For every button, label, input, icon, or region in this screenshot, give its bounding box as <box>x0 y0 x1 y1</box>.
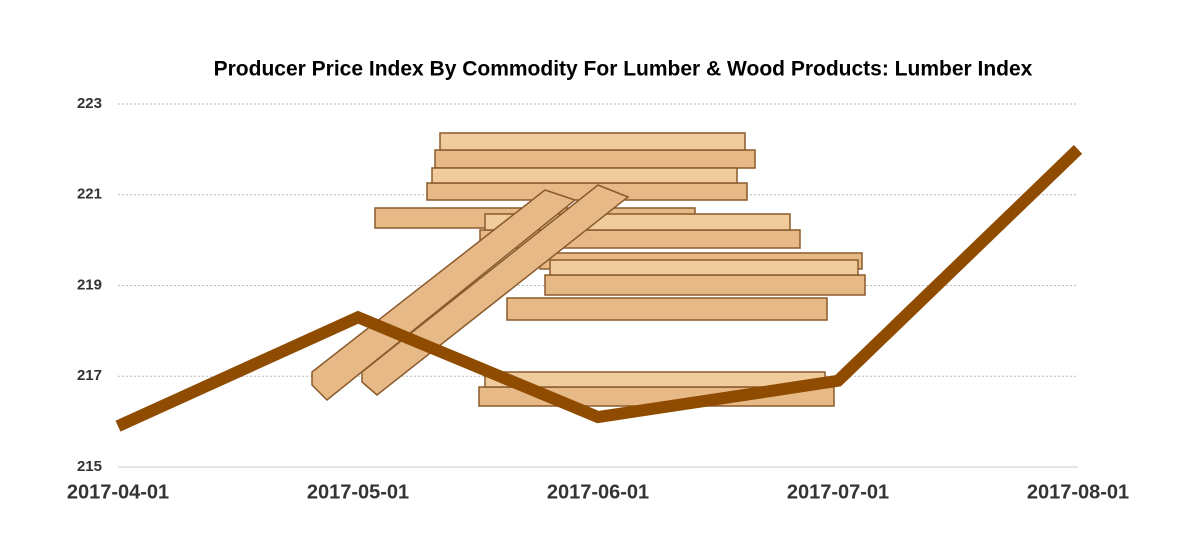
plank <box>439 132 746 151</box>
plank <box>506 297 828 321</box>
y-tick-label: 217 <box>77 367 102 384</box>
y-tick-label: 219 <box>77 276 102 293</box>
x-tick-label: 2017-07-01 <box>787 481 889 503</box>
chart-title: Producer Price Index By Commodity For Lu… <box>214 58 1033 81</box>
plank <box>544 274 866 296</box>
y-tick-label: 221 <box>77 186 102 203</box>
x-tick-label: 2017-05-01 <box>307 481 409 503</box>
data-line <box>115 145 1083 432</box>
plank <box>431 167 738 184</box>
x-tick-label: 2017-06-01 <box>547 481 649 503</box>
x-tick-label: 2017-04-01 <box>67 481 169 503</box>
y-tick-label: 223 <box>77 95 102 112</box>
x-tick-label: 2017-08-01 <box>1027 481 1129 503</box>
plank <box>549 259 859 276</box>
plank <box>311 189 577 402</box>
plank <box>434 149 756 169</box>
lumber-illustration <box>311 132 866 407</box>
y-tick-label: 215 <box>77 458 102 475</box>
